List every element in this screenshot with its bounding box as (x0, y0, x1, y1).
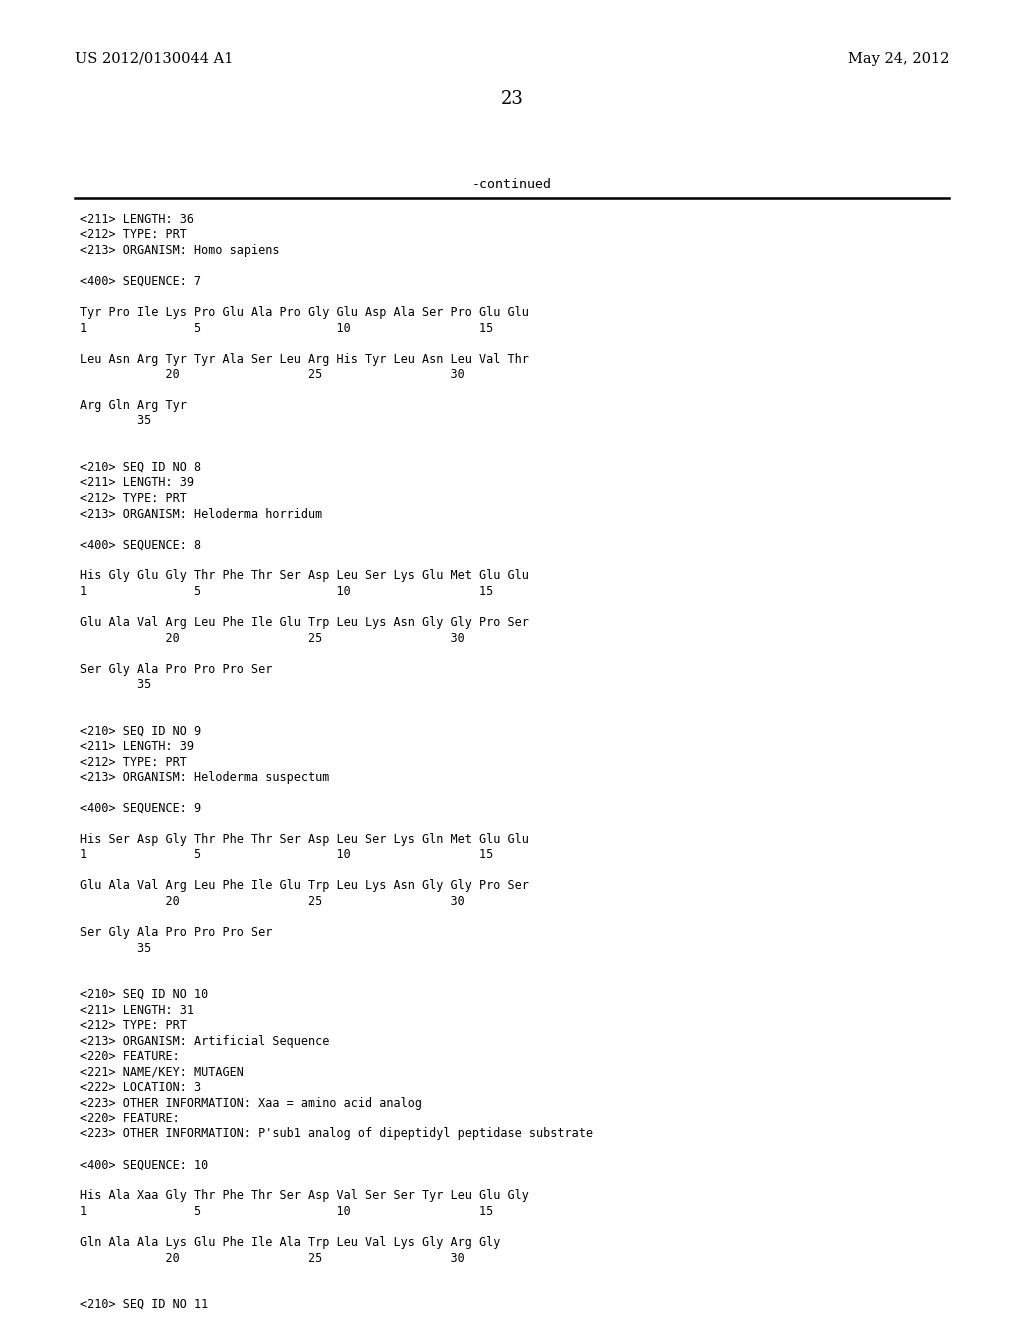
Text: 1               5                   10                  15: 1 5 10 15 (80, 585, 494, 598)
Text: Ser Gly Ala Pro Pro Pro Ser: Ser Gly Ala Pro Pro Pro Ser (80, 927, 272, 939)
Text: <223> OTHER INFORMATION: Xaa = amino acid analog: <223> OTHER INFORMATION: Xaa = amino aci… (80, 1097, 422, 1110)
Text: <400> SEQUENCE: 9: <400> SEQUENCE: 9 (80, 803, 201, 814)
Text: His Gly Glu Gly Thr Phe Thr Ser Asp Leu Ser Lys Glu Met Glu Glu: His Gly Glu Gly Thr Phe Thr Ser Asp Leu … (80, 569, 528, 582)
Text: Ser Gly Ala Pro Pro Pro Ser: Ser Gly Ala Pro Pro Pro Ser (80, 663, 272, 676)
Text: His Ser Asp Gly Thr Phe Thr Ser Asp Leu Ser Lys Gln Met Glu Glu: His Ser Asp Gly Thr Phe Thr Ser Asp Leu … (80, 833, 528, 846)
Text: 20                  25                  30: 20 25 30 (80, 368, 465, 381)
Text: -continued: -continued (472, 178, 552, 191)
Text: 1               5                   10                  15: 1 5 10 15 (80, 1205, 494, 1218)
Text: His Ala Xaa Gly Thr Phe Thr Ser Asp Val Ser Ser Tyr Leu Glu Gly: His Ala Xaa Gly Thr Phe Thr Ser Asp Val … (80, 1189, 528, 1203)
Text: <213> ORGANISM: Homo sapiens: <213> ORGANISM: Homo sapiens (80, 244, 280, 257)
Text: 35: 35 (80, 941, 152, 954)
Text: Tyr Pro Ile Lys Pro Glu Ala Pro Gly Glu Asp Ala Ser Pro Glu Glu: Tyr Pro Ile Lys Pro Glu Ala Pro Gly Glu … (80, 306, 528, 319)
Text: <220> FEATURE:: <220> FEATURE: (80, 1049, 180, 1063)
Text: <213> ORGANISM: Heloderma suspectum: <213> ORGANISM: Heloderma suspectum (80, 771, 330, 784)
Text: Arg Gln Arg Tyr: Arg Gln Arg Tyr (80, 399, 186, 412)
Text: Glu Ala Val Arg Leu Phe Ile Glu Trp Leu Lys Asn Gly Gly Pro Ser: Glu Ala Val Arg Leu Phe Ile Glu Trp Leu … (80, 879, 528, 892)
Text: <400> SEQUENCE: 8: <400> SEQUENCE: 8 (80, 539, 201, 552)
Text: <213> ORGANISM: Artificial Sequence: <213> ORGANISM: Artificial Sequence (80, 1035, 330, 1048)
Text: <211> LENGTH: 39: <211> LENGTH: 39 (80, 477, 194, 490)
Text: 23: 23 (501, 90, 523, 108)
Text: <210> SEQ ID NO 11: <210> SEQ ID NO 11 (80, 1298, 208, 1311)
Text: 20                  25                  30: 20 25 30 (80, 895, 465, 908)
Text: <220> FEATURE:: <220> FEATURE: (80, 1111, 180, 1125)
Text: <213> ORGANISM: Heloderma horridum: <213> ORGANISM: Heloderma horridum (80, 507, 323, 520)
Text: <211> LENGTH: 39: <211> LENGTH: 39 (80, 741, 194, 752)
Text: <222> LOCATION: 3: <222> LOCATION: 3 (80, 1081, 201, 1094)
Text: <212> TYPE: PRT: <212> TYPE: PRT (80, 492, 186, 506)
Text: 20                  25                  30: 20 25 30 (80, 1251, 465, 1265)
Text: <211> LENGTH: 31: <211> LENGTH: 31 (80, 1003, 194, 1016)
Text: Glu Ala Val Arg Leu Phe Ile Glu Trp Leu Lys Asn Gly Gly Pro Ser: Glu Ala Val Arg Leu Phe Ile Glu Trp Leu … (80, 616, 528, 630)
Text: <210> SEQ ID NO 8: <210> SEQ ID NO 8 (80, 461, 201, 474)
Text: Leu Asn Arg Tyr Tyr Ala Ser Leu Arg His Tyr Leu Asn Leu Val Thr: Leu Asn Arg Tyr Tyr Ala Ser Leu Arg His … (80, 352, 528, 366)
Text: 1               5                   10                  15: 1 5 10 15 (80, 849, 494, 862)
Text: <210> SEQ ID NO 10: <210> SEQ ID NO 10 (80, 987, 208, 1001)
Text: 35: 35 (80, 678, 152, 690)
Text: <221> NAME/KEY: MUTAGEN: <221> NAME/KEY: MUTAGEN (80, 1065, 244, 1078)
Text: 20                  25                  30: 20 25 30 (80, 631, 465, 644)
Text: <400> SEQUENCE: 10: <400> SEQUENCE: 10 (80, 1159, 208, 1172)
Text: <210> SEQ ID NO 9: <210> SEQ ID NO 9 (80, 725, 201, 738)
Text: <211> LENGTH: 36: <211> LENGTH: 36 (80, 213, 194, 226)
Text: <212> TYPE: PRT: <212> TYPE: PRT (80, 755, 186, 768)
Text: Gln Ala Ala Lys Glu Phe Ile Ala Trp Leu Val Lys Gly Arg Gly: Gln Ala Ala Lys Glu Phe Ile Ala Trp Leu … (80, 1236, 501, 1249)
Text: <212> TYPE: PRT: <212> TYPE: PRT (80, 228, 186, 242)
Text: <212> TYPE: PRT: <212> TYPE: PRT (80, 1019, 186, 1032)
Text: US 2012/0130044 A1: US 2012/0130044 A1 (75, 51, 233, 66)
Text: <400> SEQUENCE: 7: <400> SEQUENCE: 7 (80, 275, 201, 288)
Text: <223> OTHER INFORMATION: P'sub1 analog of dipeptidyl peptidase substrate: <223> OTHER INFORMATION: P'sub1 analog o… (80, 1127, 593, 1140)
Text: 35: 35 (80, 414, 152, 428)
Text: 1               5                   10                  15: 1 5 10 15 (80, 322, 494, 334)
Text: May 24, 2012: May 24, 2012 (848, 51, 949, 66)
